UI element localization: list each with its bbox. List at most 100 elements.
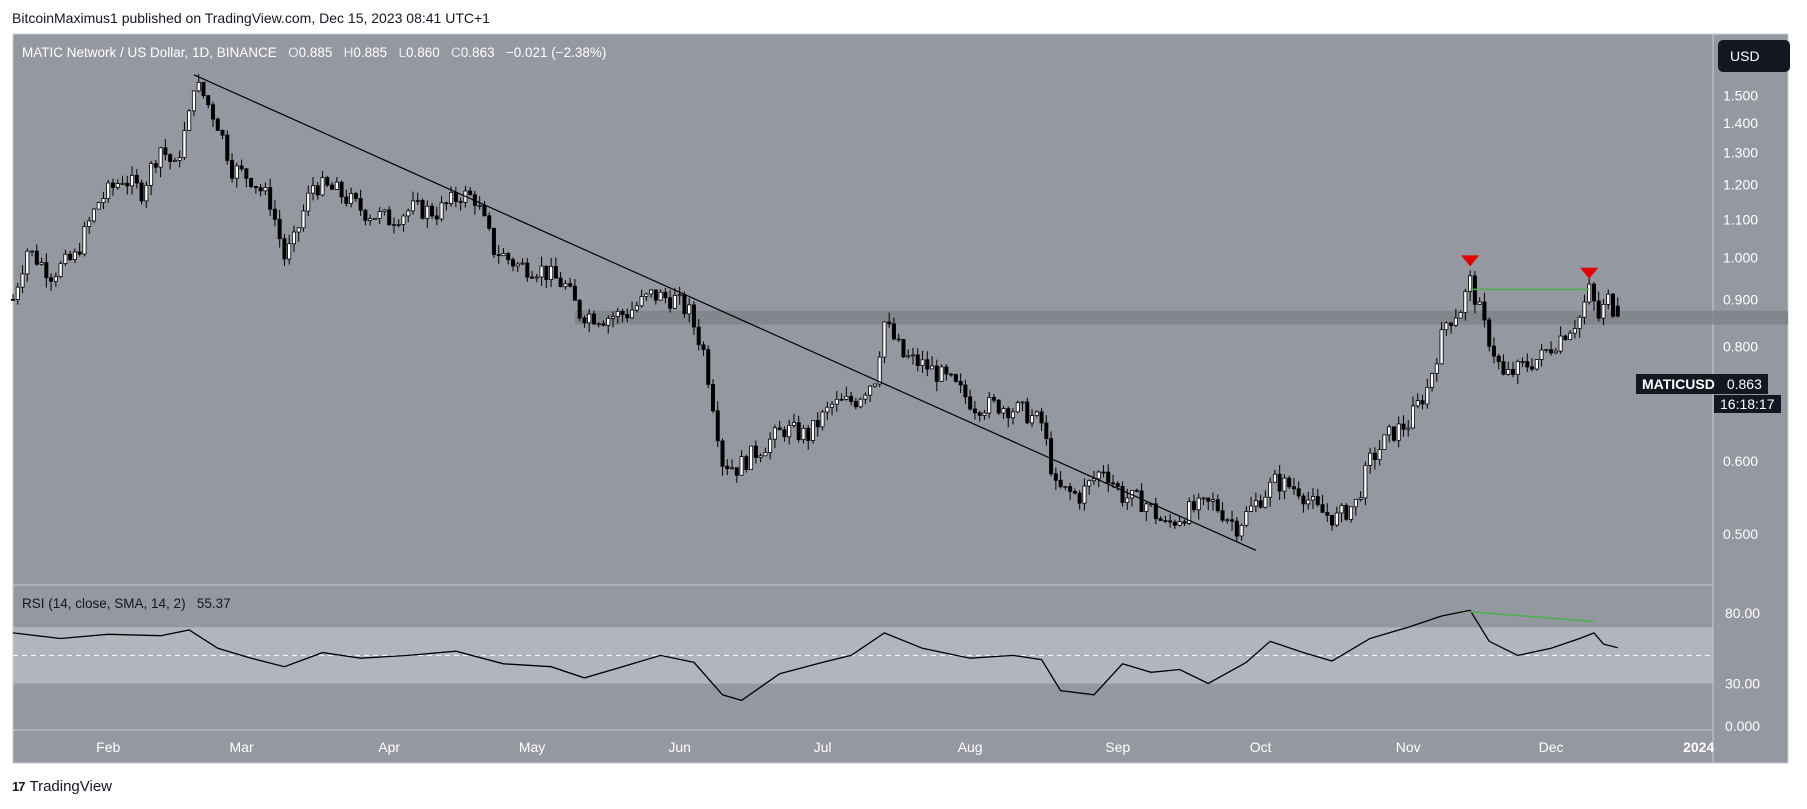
candle-body <box>972 408 977 414</box>
candle-body <box>1534 359 1539 370</box>
candle-body <box>1201 497 1206 500</box>
symbol-legend[interactable]: MATIC Network / US Dollar, 1D, BINANCE O… <box>22 45 606 60</box>
candle-body <box>1291 486 1296 490</box>
candle-body <box>920 359 925 367</box>
candle-body <box>830 403 835 408</box>
candle-body <box>787 424 792 438</box>
price-tick-label: 0.600 <box>1723 453 1758 469</box>
date-tick-label: Jul <box>814 739 832 755</box>
candle-body <box>106 182 111 199</box>
candle-body <box>139 182 144 202</box>
candle-body <box>1011 411 1016 419</box>
candle-body <box>125 182 130 187</box>
candle-body <box>401 215 406 225</box>
candle-body <box>134 174 139 184</box>
candle-body <box>210 104 215 120</box>
descending-trendline <box>193 74 1257 551</box>
candle-body <box>934 365 939 382</box>
candle-body <box>1049 438 1054 475</box>
tradingview-logo-icon: 17 <box>12 779 26 794</box>
resistance-zone <box>574 310 1788 325</box>
candle-body <box>1120 485 1125 503</box>
candle-body <box>301 210 306 229</box>
candle-body <box>844 395 849 400</box>
candle-body <box>510 259 515 267</box>
candle-body <box>1344 504 1349 520</box>
rsi-tick-label: 80.00 <box>1725 605 1760 621</box>
candle-body <box>763 452 768 457</box>
candle-body <box>520 262 525 265</box>
rsi-legend[interactable]: RSI (14, close, SMA, 14, 2) 55.37 <box>22 596 231 611</box>
candle-body <box>506 253 511 261</box>
candle-body <box>439 202 444 220</box>
candle-body <box>1444 322 1449 331</box>
candle-body <box>877 356 882 385</box>
candle-body <box>568 283 573 287</box>
candle-body <box>1496 355 1501 363</box>
candle-body <box>487 215 492 229</box>
candle-body <box>1353 498 1358 508</box>
candle-body <box>1539 349 1544 360</box>
candle-body <box>163 147 168 155</box>
high-label: H <box>343 45 354 60</box>
candle-body <box>1577 316 1582 329</box>
candle-body <box>244 168 249 179</box>
close-label: C <box>451 45 461 60</box>
candle-body <box>891 323 896 340</box>
candle-body <box>558 277 563 288</box>
candle-body <box>896 338 901 341</box>
price-tick-label: 0.800 <box>1723 338 1758 354</box>
currency-button[interactable]: USD <box>1718 40 1790 72</box>
candle-body <box>387 209 392 226</box>
price-pane <box>13 34 1713 585</box>
candle-body <box>1558 335 1563 352</box>
candle-body <box>1020 401 1025 404</box>
candle-body <box>482 204 487 217</box>
candle-body <box>996 399 1001 414</box>
candle-body <box>282 238 287 260</box>
candle-body <box>1053 473 1058 481</box>
candle-body <box>1191 501 1196 511</box>
candle-body <box>801 427 806 440</box>
candle-body <box>1349 506 1354 520</box>
price-tick-label: 0.900 <box>1723 291 1758 307</box>
candle-body <box>1239 524 1244 537</box>
candle-body <box>1463 291 1468 313</box>
price-tick-label: 1.400 <box>1723 115 1758 131</box>
candle-body <box>49 277 54 282</box>
candle-body <box>15 286 20 300</box>
candle-body <box>68 253 73 261</box>
date-tick-label: Apr <box>378 739 400 755</box>
candle-body <box>1125 497 1130 503</box>
brand-name: TradingView <box>29 778 113 795</box>
candle-body <box>906 355 911 358</box>
candle-body <box>1601 303 1606 319</box>
rsi-value: 55.37 <box>196 596 231 611</box>
candle-body <box>1282 477 1287 492</box>
rsi-label: RSI (14, close, SMA, 14, 2) <box>22 596 186 611</box>
candle-body <box>1334 512 1339 526</box>
candle-body <box>263 187 268 192</box>
candle-body <box>1487 319 1492 347</box>
candle-body <box>434 215 439 220</box>
footer-brand[interactable]: 17 TradingView <box>12 778 112 795</box>
candle-body <box>1477 301 1482 305</box>
candle-body <box>396 224 401 226</box>
candle-body <box>1572 328 1577 334</box>
candle-body <box>287 243 292 260</box>
candle-body <box>1320 504 1325 513</box>
candle-body <box>677 294 682 297</box>
candle-body <box>187 110 192 131</box>
candle-body <box>1420 400 1425 405</box>
candle-body <box>725 465 730 470</box>
candle-body <box>749 445 754 471</box>
candle-body <box>1182 521 1187 524</box>
candle-body <box>687 304 692 315</box>
candle-body <box>796 422 801 440</box>
candle-body <box>730 467 735 470</box>
candle-body <box>306 192 311 212</box>
candle-body <box>1415 400 1420 407</box>
candle-body <box>177 157 182 161</box>
candle-body <box>1515 361 1520 375</box>
